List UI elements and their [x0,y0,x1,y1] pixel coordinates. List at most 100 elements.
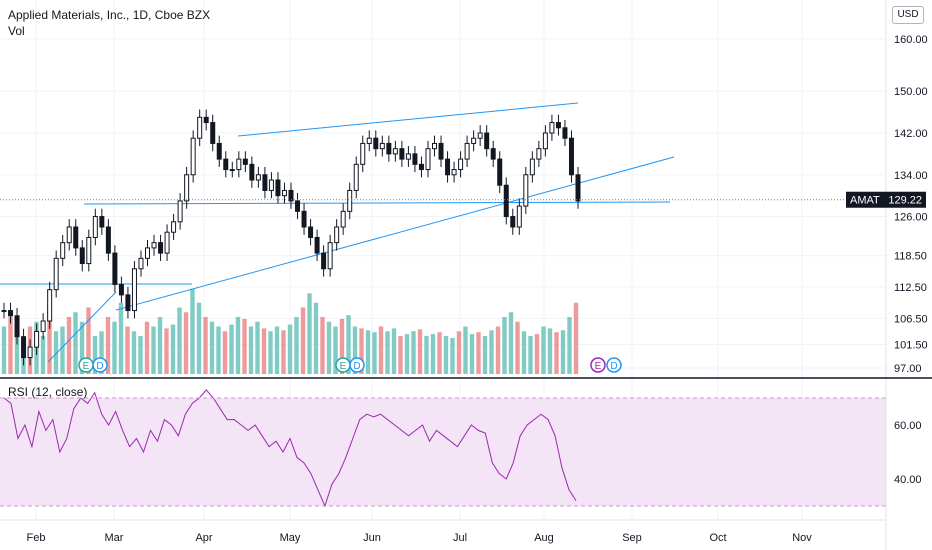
volume-bar [567,317,572,374]
candle-body [53,257,59,291]
candle-body [523,174,529,207]
volume-bar [92,336,98,374]
volume-bar [157,317,163,374]
price-tick-label: 106.50 [894,313,928,325]
volume-bar [495,326,501,374]
candle-body [210,122,216,144]
volume-label: Vol [8,24,25,38]
candle-body [536,148,542,160]
candle-body [118,283,124,296]
candle-body [308,226,314,238]
volume-bar [66,317,72,374]
event-letter: E [83,361,90,372]
time-tick-label: Mar [105,532,124,544]
candle-body [445,158,451,176]
last-price-value: 129.22 [888,195,922,207]
volume-bar [183,312,189,374]
price-tick-label: 97.00 [894,363,922,375]
volume-bar [476,332,481,374]
candle-body [432,142,437,150]
candle-body [92,216,98,238]
candle-body [236,158,242,171]
candle-body [73,226,79,249]
time-tick-label: Aug [534,532,554,544]
event-letter: D [353,361,360,372]
candle-body [86,236,92,265]
candle-body [131,268,137,312]
candle-body [60,242,66,259]
volume-bar [521,331,527,374]
candle-body [171,221,177,233]
trendline [47,291,117,363]
candle-body [373,137,379,150]
volume-bar [469,334,475,374]
candle-body [477,132,483,139]
dividend-marker [349,357,365,373]
volume-bar [235,317,241,374]
rsi-band [0,398,886,506]
candle-body [451,169,457,176]
volume-bar [86,307,91,374]
volume-bar [560,330,566,374]
price-tick-label: 118.50 [894,251,927,263]
candle-body [516,205,522,228]
candle-body [510,216,516,228]
candle-body [327,242,333,270]
trendline [83,201,671,205]
volume-bar [547,328,553,374]
time-tick-label: Apr [195,532,212,544]
volume-bar [164,328,169,374]
rsi-line [3,389,577,508]
volume-bar [79,321,85,374]
volume-bar [170,324,176,374]
volume-bar [190,288,195,374]
volume-bar [209,321,215,374]
candle-body [353,163,359,191]
volume-bar [554,332,559,374]
candle-body [575,174,581,202]
volume-bar [242,318,247,374]
candle-body [151,242,157,249]
volume-bar [255,321,260,374]
volume-bar [320,317,325,374]
volume-bar [47,307,52,374]
candle-body [14,315,20,338]
candle-body [105,226,111,254]
candle-body [340,210,346,228]
price-tick-label: 160.00 [894,34,928,46]
volume-bar [541,326,546,374]
volume-bar [378,326,384,374]
volume-bar [346,315,351,374]
volume-bar [112,321,117,374]
candle-body [66,226,72,244]
volume-bar [281,330,286,374]
candle-body [281,189,287,197]
volume-bar [391,328,397,374]
trendline [237,102,579,137]
dividend-marker [606,357,622,373]
volume-bar [482,336,488,374]
volume-bar [99,331,104,374]
candle-body [229,169,235,172]
volume-bar [203,317,208,374]
currency-button[interactable]: USD [892,6,924,24]
volume-bar [307,293,312,374]
volume-bar [248,326,254,374]
rsi-title: RSI (12, close) [8,385,88,399]
candle-body [542,132,548,150]
time-tick-label: Feb [27,532,46,544]
volume-bar [151,326,156,374]
candle-body [184,174,190,202]
candle-body [366,137,372,144]
volume-bar [118,302,124,374]
event-letter: E [595,361,602,372]
price-tick-label: 134.00 [894,170,928,182]
candle-body [405,153,411,160]
candle-body [112,252,118,285]
price-tick-label: 112.50 [894,282,927,294]
volume-bar [326,321,332,374]
event-letter: D [96,361,103,372]
candle-body [242,158,248,165]
volume-bar [456,331,462,374]
